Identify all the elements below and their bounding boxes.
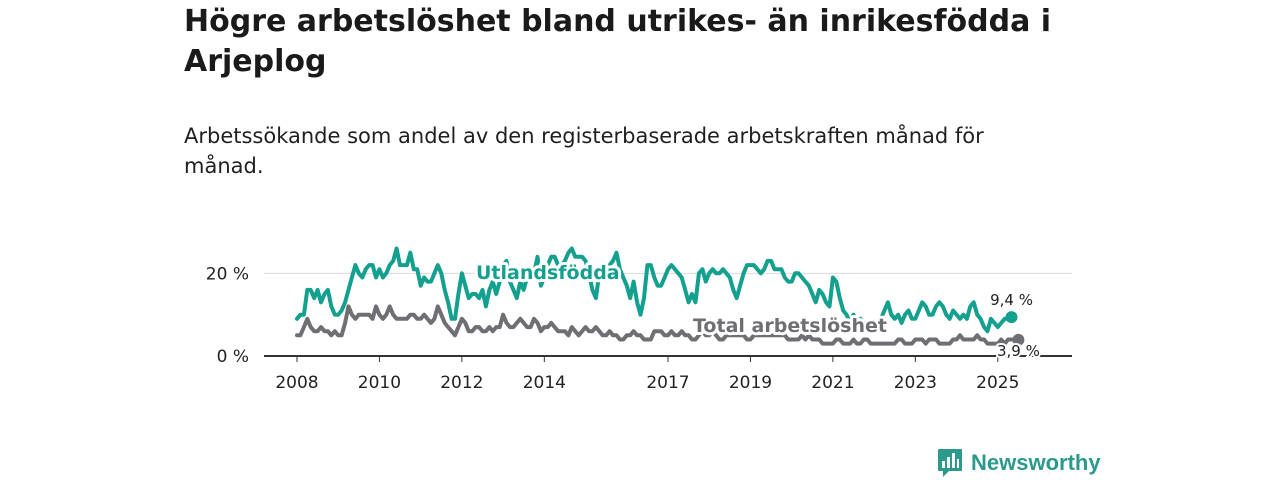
x-tick-label: 2025 [976, 373, 1019, 393]
x-tick-label: 2021 [811, 373, 854, 393]
x-tick-label: 2012 [440, 373, 483, 393]
brand-name: Newsworthy [971, 450, 1101, 475]
x-tick-label: 2008 [275, 373, 318, 393]
y-tick-label: 20 % [206, 264, 249, 284]
series-line [295, 246, 1014, 334]
chart-title: Högre arbetslöshet bland utrikes- än inr… [184, 4, 1052, 79]
series-end-point [1012, 333, 1025, 346]
series-label: Total arbetslöshet [693, 315, 887, 337]
x-tick-label: 2023 [894, 373, 937, 393]
line-chart: 0 % 20 % 2008 2010 2012 2014 2017 2019 2021 2023 2… [206, 246, 1072, 393]
brand-logo: Newsworthy [937, 447, 1101, 479]
x-tick-label: 2010 [358, 373, 401, 393]
chart-subtitle: Arbetssökande som andel av den registerb… [184, 124, 984, 178]
series-label-halo: Utlandsfödda [476, 262, 620, 284]
x-tick-label: 2017 [646, 373, 689, 393]
x-tick-label: 2019 [729, 373, 772, 393]
series-end-point [1005, 311, 1018, 324]
axes: 0 % 20 % 2008 2010 2012 2014 2017 2019 2021 2023 2… [206, 264, 1072, 393]
bar-chart-logo-icon [938, 449, 962, 477]
series-line [295, 304, 1021, 346]
y-tick-label: 0 % [217, 347, 249, 367]
series-label: Utlandsfödda [476, 262, 620, 284]
series-lines [295, 246, 1025, 346]
series-label-halo: Total arbetslöshet [693, 315, 887, 337]
end-value-label: 3,9 % [997, 342, 1040, 360]
end-value-label: 9,4 % [990, 291, 1033, 309]
x-tick-label: 2014 [523, 373, 566, 393]
